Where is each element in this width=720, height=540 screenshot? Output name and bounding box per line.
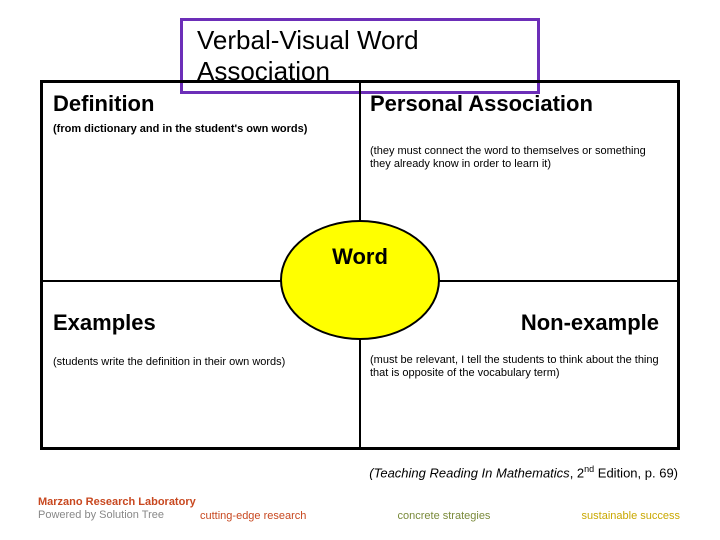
quadrant-subtitle: (must be relevant, I tell the students t… bbox=[370, 354, 667, 380]
four-quadrant-grid: Definition (from dictionary and in the s… bbox=[40, 80, 680, 450]
brand-block: Marzano Research Laboratory Powered by S… bbox=[38, 496, 196, 522]
citation-edition-pre: , 2 bbox=[570, 465, 584, 480]
quadrant-title: Personal Association bbox=[370, 91, 667, 117]
brand-line-2: Powered by Solution Tree bbox=[38, 509, 196, 522]
center-word-oval: Word bbox=[280, 220, 440, 340]
citation-text: (Teaching Reading In Mathematics, 2nd Ed… bbox=[369, 464, 678, 480]
citation-book: (Teaching Reading In Mathematics bbox=[369, 465, 569, 480]
quadrant-subtitle: (they must connect the word to themselve… bbox=[370, 145, 667, 171]
tagline-row: cutting-edge research concrete strategie… bbox=[200, 510, 680, 522]
tagline-research: cutting-edge research bbox=[200, 510, 306, 522]
quadrant-subtitle: (from dictionary and in the student's ow… bbox=[53, 123, 350, 136]
tagline-strategies: concrete strategies bbox=[398, 510, 491, 522]
citation-rest: Edition, p. 69) bbox=[594, 465, 678, 480]
tagline-success: sustainable success bbox=[582, 510, 680, 522]
citation-edition-sup: nd bbox=[584, 464, 594, 474]
quadrant-subtitle: (students write the definition in their … bbox=[53, 356, 350, 369]
brand-line-1: Marzano Research Laboratory bbox=[38, 496, 196, 509]
quadrant-title: Definition bbox=[53, 91, 350, 117]
